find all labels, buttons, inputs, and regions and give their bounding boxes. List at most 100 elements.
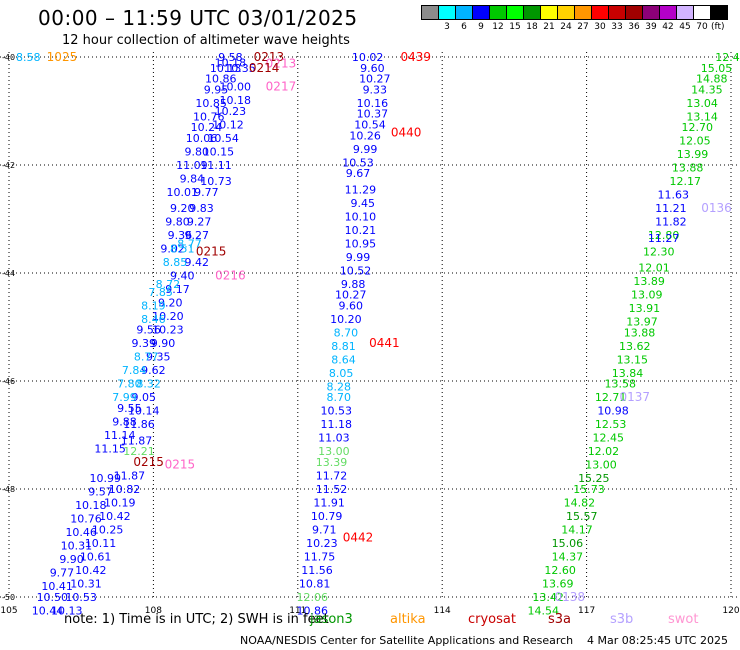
scale-label: 36 (628, 22, 640, 32)
wave-height-label: 13.97 (626, 316, 658, 329)
wave-height-label: 9.57 (88, 486, 113, 499)
wave-height-label: 8.64 (331, 353, 356, 366)
wave-height-label: 9.17 (165, 283, 190, 296)
wave-height-label: 13.58 (605, 378, 637, 391)
lat-tick-label: -40 (2, 53, 15, 62)
wave-height-label: 14.82 (564, 497, 596, 510)
wave-height-label: 10.20 (152, 310, 184, 323)
wave-height-label: 11.09 (176, 159, 208, 172)
wave-height-label: 13.42 (532, 591, 564, 604)
wave-height-label: 9.90 (59, 553, 84, 566)
wave-height-label: 10.02 (352, 51, 384, 64)
wave-height-label: 9.58 (218, 51, 243, 64)
lon-tick-label: 105 (0, 606, 17, 616)
scale-label: 3 (444, 22, 450, 32)
wave-height-label: 10.23 (215, 105, 247, 118)
wave-height-label: 11.86 (123, 418, 155, 431)
pass-time-label: 0215 (165, 458, 196, 472)
wave-height-label: 11.91 (313, 497, 345, 510)
wave-height-label: 8.58 (16, 51, 41, 64)
wave-height-label: 10.98 (597, 405, 629, 418)
scale-swatch (472, 5, 490, 20)
lat-tick-label: -46 (2, 377, 15, 386)
scale-swatch (557, 5, 575, 20)
lon-tick-label: 114 (434, 606, 451, 616)
pass-time-label: 0136 (701, 201, 732, 215)
wave-height-label: 8.70 (326, 391, 351, 404)
scale-swatch (659, 5, 677, 20)
wave-height-label: 10.15 (203, 146, 235, 159)
wave-height-label: 9.99 (353, 143, 378, 156)
wave-height-label: 10.12 (212, 119, 244, 132)
wave-height-label: 9.33 (363, 83, 388, 96)
satellite-s3a: s3a (548, 612, 572, 627)
wave-height-label: 10.46 (65, 526, 97, 539)
wave-height-label: 13.00 (318, 445, 350, 458)
wave-height-label: 11.72 (316, 470, 348, 483)
wave-height-label: 10.31 (61, 540, 93, 553)
wave-height-label: 9.55 (117, 402, 142, 415)
wave-height-label: 13.09 (631, 289, 663, 302)
wave-height-label: 10.76 (193, 110, 225, 123)
pass-time-label: 0440 (391, 126, 422, 140)
wave-height-label: 10.18 (215, 56, 247, 69)
wave-height-label: 15.25 (578, 472, 610, 485)
wave-height-label: 7.99 (112, 391, 137, 404)
pass-time-label: 0215 (133, 455, 164, 469)
lat-tick-label: -44 (2, 269, 15, 278)
scale-label: 6 (461, 22, 467, 32)
wave-height-label: 15.57 (566, 510, 598, 523)
wave-height-label: 11.52 (316, 483, 348, 496)
wave-height-label: 10.27 (335, 289, 367, 302)
wave-height-label: 12.05 (679, 135, 711, 148)
wave-height-label: 9.36 (168, 229, 193, 242)
wave-height-label: 8.77 (134, 351, 159, 364)
scale-swatch (506, 5, 524, 20)
wave-height-label: 10.61 (80, 551, 112, 564)
scale-label: 70 (696, 22, 708, 32)
wave-height-label: 8.05 (329, 367, 354, 380)
wave-height-label: 10.13 (51, 605, 83, 618)
scale-swatch (455, 5, 473, 20)
wave-height-label: 8.28 (326, 380, 351, 393)
wave-height-label: 10.86 (296, 605, 328, 618)
wave-height-label: 11.63 (657, 189, 689, 202)
wave-height-label: 8.85 (163, 256, 188, 269)
wave-height-label: 10.76 (70, 513, 102, 526)
wave-height-label: 9.56 (136, 324, 161, 337)
wave-height-label: 13.88 (672, 162, 704, 175)
scale-swatch (693, 5, 711, 20)
wave-height-label: 15.06 (552, 537, 584, 550)
wave-height-label: 10.21 (345, 224, 377, 237)
wave-height-label: 11.29 (345, 183, 377, 196)
wave-height-label: 12.30 (643, 245, 675, 258)
wave-height-label: 8.32 (136, 378, 161, 391)
wave-height-label: 10.82 (109, 483, 141, 496)
wave-height-label: 9.99 (346, 251, 371, 264)
wave-height-label: 9.42 (184, 256, 209, 269)
wave-height-label: 13.88 (624, 326, 656, 339)
wave-height-label: 11.56 (301, 564, 333, 577)
wave-height-label: 10.11 (85, 537, 117, 550)
wave-height-label: 10.23 (306, 537, 338, 550)
wave-height-label: 11.75 (304, 551, 336, 564)
scale-swatch (540, 5, 558, 20)
wave-height-label: 13.04 (686, 97, 718, 110)
wave-height-label: 14.35 (691, 83, 723, 96)
wave-height-label: 9.83 (189, 202, 214, 215)
wave-height-label: 10.53 (65, 591, 97, 604)
wave-height-label: 10.41 (41, 580, 73, 593)
wave-height-label: 9.35 (146, 351, 171, 364)
scale-label: 30 (594, 22, 606, 32)
satellite-cryosat: cryosat (468, 612, 516, 627)
wave-height-label: 11.11 (200, 159, 232, 172)
wave-height-label: 13.15 (617, 353, 649, 366)
scale-swatch (676, 5, 694, 20)
generated-timestamp: 4 Mar 08:25:45 UTC 2025 (587, 634, 728, 647)
satellite-altika: altika (390, 612, 426, 627)
scale-label: 45 (679, 22, 691, 32)
wave-height-label: 13.69 (542, 578, 574, 591)
wave-height-label: 10.86 (205, 73, 237, 86)
wave-height-label: 13.84 (612, 367, 644, 380)
